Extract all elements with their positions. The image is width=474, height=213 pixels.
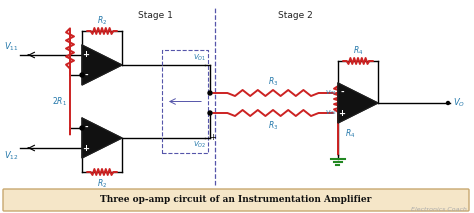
Text: $V_{12}$: $V_{12}$ [4, 150, 19, 163]
Text: $V_{11}$: $V_{11}$ [4, 40, 19, 53]
Text: $R_4$: $R_4$ [353, 45, 363, 57]
Circle shape [80, 73, 84, 77]
Circle shape [208, 111, 212, 115]
Text: -: - [340, 88, 344, 97]
Text: $R_2$: $R_2$ [97, 178, 107, 190]
Polygon shape [82, 118, 122, 158]
Circle shape [447, 102, 449, 105]
Text: $V_{O1}$: $V_{O1}$ [193, 53, 206, 63]
Text: $V_O$: $V_O$ [453, 97, 465, 109]
Text: +: + [209, 134, 216, 142]
Text: Three op-amp circuit of an Instrumentation Amplifier: Three op-amp circuit of an Instrumentati… [100, 196, 372, 204]
Text: $R_3$: $R_3$ [268, 75, 278, 88]
Text: -: - [84, 71, 88, 80]
Text: Electronics Coach: Electronics Coach [411, 207, 467, 212]
Text: +: + [82, 50, 90, 59]
Circle shape [208, 91, 212, 95]
Text: $R_4$: $R_4$ [345, 128, 356, 140]
Text: Stage 1: Stage 1 [137, 11, 173, 20]
Text: +: + [338, 109, 346, 118]
Text: -: - [84, 123, 88, 132]
Text: $R_3$: $R_3$ [268, 119, 278, 131]
Polygon shape [338, 83, 378, 123]
Text: $V_{O1}$: $V_{O1}$ [325, 89, 337, 98]
Circle shape [80, 126, 84, 130]
Polygon shape [82, 45, 122, 85]
Text: $2R_1$: $2R_1$ [52, 95, 67, 108]
Text: $R_2$: $R_2$ [97, 14, 107, 27]
Text: $V_{O2}$: $V_{O2}$ [325, 109, 337, 117]
FancyBboxPatch shape [3, 189, 469, 211]
Text: +: + [82, 144, 90, 153]
Text: $V_{O2}$: $V_{O2}$ [193, 140, 206, 150]
Text: Stage 2: Stage 2 [278, 11, 312, 20]
